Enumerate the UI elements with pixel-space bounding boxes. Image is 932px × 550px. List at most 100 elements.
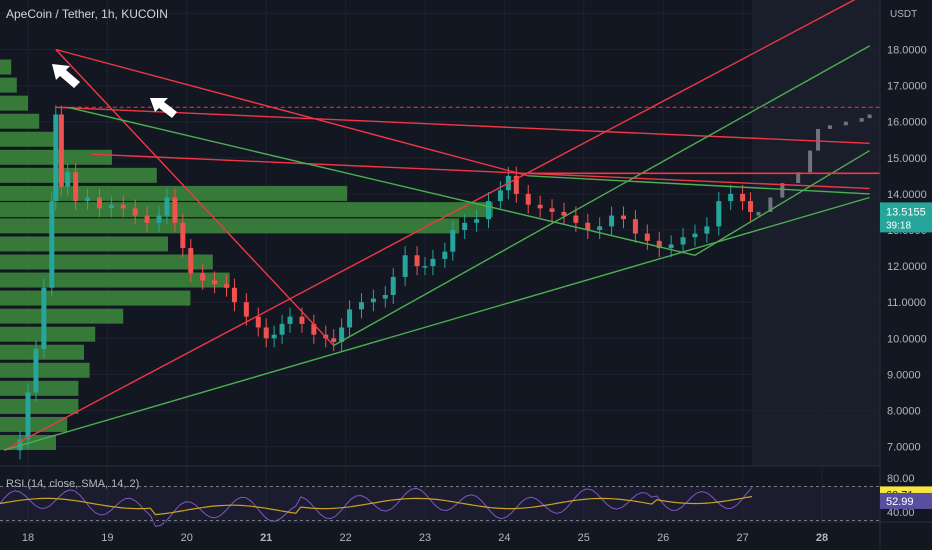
price-tick-label: 16.0000 [887, 117, 927, 129]
candle-body [632, 219, 638, 234]
time-tick-label: 26 [657, 532, 669, 544]
trend-line-green[interactable] [3, 196, 870, 451]
candle-body [561, 211, 567, 216]
rsi-value-badge [880, 492, 932, 509]
candle-countdown: 39:18 [886, 220, 911, 231]
candle-body [549, 208, 555, 212]
time-tick-label: 27 [736, 532, 748, 544]
candle-body [358, 302, 364, 310]
candle-body [58, 114, 64, 187]
candle-body [442, 251, 448, 259]
candle-body [597, 226, 603, 230]
candle-body [263, 327, 269, 339]
candle-body [287, 316, 293, 324]
projection-candle [768, 197, 773, 212]
candle-body [299, 316, 305, 324]
candle-body [644, 233, 650, 241]
rsi-tick-label: 40.00 [887, 507, 915, 519]
drawing-lines[interactable] [3, 0, 880, 451]
time-tick-label: 22 [339, 532, 351, 544]
candle-body [390, 276, 396, 295]
projection-candle [827, 125, 832, 129]
trend-line-red[interactable] [55, 49, 335, 346]
candle-body [212, 280, 218, 285]
candle-body [692, 233, 698, 238]
volume-profile-bar [0, 380, 79, 396]
candle-body [748, 201, 754, 212]
candle-body [422, 266, 428, 268]
candle-body [680, 237, 686, 245]
arrow-annotation-left [52, 64, 80, 88]
candle-body [462, 222, 468, 230]
time-tick-label: 19 [101, 532, 113, 544]
candle-body [108, 204, 114, 209]
volume-profile-bar [0, 362, 90, 378]
time-axis[interactable]: 18 19 20 21 22 23 24 25 26 27 28 [22, 532, 828, 544]
candle-body [656, 240, 662, 249]
candle-body [156, 215, 162, 223]
candle-body [609, 215, 615, 227]
price-tick-label: 14.0000 [887, 189, 927, 201]
candle-body [716, 201, 722, 227]
volume-profile-bar [0, 218, 460, 234]
candle-body [402, 255, 408, 277]
trend-line-red[interactable] [3, 0, 869, 451]
candle-body [585, 222, 591, 230]
price-tick-label: 10.0000 [887, 333, 927, 345]
time-tick-label: 25 [578, 532, 590, 544]
trend-line-green[interactable] [528, 175, 870, 195]
trend-line-red[interactable] [91, 153, 870, 190]
volume-profile-bar [0, 254, 213, 270]
price-tick-label: 7.0000 [887, 442, 921, 454]
price-axis[interactable]: USDT 18.0000 17.0000 16.0000 15.0000 14.0000 1… [887, 9, 927, 519]
candle-body [255, 316, 261, 328]
rsi-panel [0, 486, 880, 527]
volume-profile-bar [0, 326, 96, 342]
candle-body [96, 197, 102, 209]
price-tick-label: 12.0000 [887, 261, 927, 273]
candle-body [728, 193, 734, 202]
rsi-tick-label: 80.00 [887, 473, 915, 485]
candle-body [17, 439, 23, 451]
trend-line-green[interactable] [333, 45, 870, 347]
trend-line-red[interactable] [55, 48, 529, 177]
candle-body [668, 244, 674, 249]
volume-profile-bar [0, 398, 79, 414]
candle-body [49, 201, 55, 288]
volume-profile-bar [0, 185, 348, 201]
candle-body [331, 338, 337, 342]
trend-line-green[interactable] [694, 149, 870, 256]
volume-profile-bar [0, 290, 191, 306]
volume-profile-bar [0, 113, 40, 129]
volume-profile-bar [0, 202, 493, 218]
volume-profile-bar [0, 59, 12, 75]
candle-body [172, 197, 178, 223]
projection-candle [859, 118, 864, 122]
trend-line-green[interactable] [67, 106, 696, 256]
time-tick-label: 20 [181, 532, 193, 544]
projection-candle [843, 121, 848, 126]
volume-profile-bar [0, 167, 157, 183]
currency-label[interactable]: USDT [890, 9, 917, 20]
chart-title: ApeCoin / Tether, 1h, KUCOIN [6, 7, 168, 21]
time-tick-label: 18 [22, 532, 34, 544]
rsi-indicator-label[interactable]: RSI (14, close, SMA, 14, 2) [6, 478, 140, 490]
volume-profile-bar [0, 131, 56, 147]
projection-candle [808, 150, 813, 173]
volume-profile-bar [0, 308, 124, 324]
candle-body [132, 208, 138, 216]
current-price-badge [880, 202, 932, 233]
trend-line-red[interactable] [55, 106, 870, 145]
price-tick-label: 11.0000 [887, 297, 926, 309]
candle-body [85, 197, 91, 202]
rsi-line [0, 487, 753, 527]
annotation-arrows [52, 64, 177, 118]
candle-body [525, 193, 531, 205]
candle-body [224, 284, 229, 288]
current-price-value: 13.5155 [886, 206, 926, 218]
candle-body [25, 392, 31, 440]
candle-body [243, 302, 249, 317]
candle-body [450, 230, 456, 252]
